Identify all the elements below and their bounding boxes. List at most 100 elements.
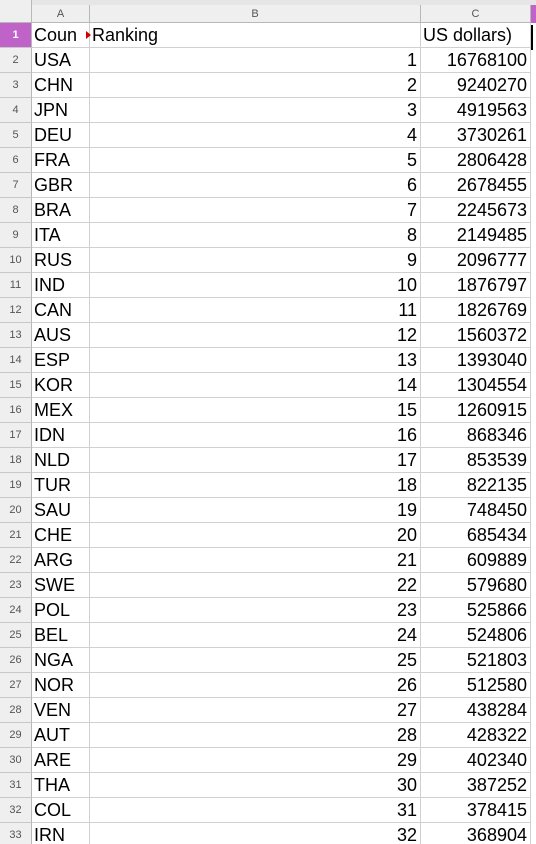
cell-gdp[interactable]: 2149485 [421,223,531,248]
row-header[interactable]: 19 [0,473,32,498]
cell-ranking[interactable]: 9 [90,248,421,273]
cell-ranking[interactable]: 8 [90,223,421,248]
cell-ranking[interactable]: 28 [90,723,421,748]
select-all-corner[interactable] [0,0,32,23]
cell-country[interactable]: CAN [32,298,90,323]
cell-gdp[interactable]: 822135 [421,473,531,498]
cell-ranking[interactable]: 17 [90,448,421,473]
cell-country[interactable]: IDN [32,423,90,448]
cell-country[interactable]: USA [32,48,90,73]
row-header[interactable]: 7 [0,173,32,198]
cell-ranking[interactable]: 2 [90,73,421,98]
cell-gdp[interactable]: 1560372 [421,323,531,348]
cell-gdp[interactable]: 9240270 [421,73,531,98]
cell-gdp[interactable]: 428322 [421,723,531,748]
cell-country[interactable]: BRA [32,198,90,223]
row-header[interactable]: 12 [0,298,32,323]
cell-gdp[interactable]: 2096777 [421,248,531,273]
column-header-d-partial[interactable] [531,5,536,23]
cell-country[interactable]: DEU [32,123,90,148]
cell-ranking[interactable]: 26 [90,673,421,698]
cell-ranking[interactable]: 13 [90,348,421,373]
cell-gdp[interactable]: 868346 [421,423,531,448]
cell-gdp[interactable]: 2806428 [421,148,531,173]
row-header[interactable]: 15 [0,373,32,398]
cell-gdp[interactable]: 853539 [421,448,531,473]
row-header[interactable]: 8 [0,198,32,223]
cell-country[interactable]: ARE [32,748,90,773]
cell-gdp[interactable]: 2245673 [421,198,531,223]
cell-country[interactable]: AUS [32,323,90,348]
cell-ranking[interactable]: 10 [90,273,421,298]
row-header[interactable]: 28 [0,698,32,723]
cell-country[interactable]: NGA [32,648,90,673]
cell-ranking[interactable]: 31 [90,798,421,823]
cell-country[interactable]: KOR [32,373,90,398]
cell-ranking[interactable]: 12 [90,323,421,348]
cell-gdp[interactable]: 512580 [421,673,531,698]
row-header[interactable]: 16 [0,398,32,423]
row-header[interactable]: 22 [0,548,32,573]
row-header[interactable]: 32 [0,798,32,823]
cell-ranking[interactable]: 11 [90,298,421,323]
cell-country[interactable]: IND [32,273,90,298]
row-header[interactable]: 26 [0,648,32,673]
cell-ranking[interactable]: 20 [90,523,421,548]
cell-gdp[interactable]: 685434 [421,523,531,548]
cell-gdp[interactable]: 1876797 [421,273,531,298]
cell-gdp[interactable]: 3730261 [421,123,531,148]
row-header[interactable]: 31 [0,773,32,798]
column-header-c[interactable]: C [421,5,531,23]
column-header-a[interactable]: A [32,5,90,23]
cell-gdp[interactable]: 524806 [421,623,531,648]
cell-country[interactable]: NOR [32,673,90,698]
cell-ranking[interactable]: 18 [90,473,421,498]
cell-country[interactable]: SWE [32,573,90,598]
cell-ranking[interactable]: 1 [90,48,421,73]
cell-country[interactable]: THA [32,773,90,798]
cell-country[interactable]: VEN [32,698,90,723]
row-header[interactable]: 21 [0,523,32,548]
row-header[interactable]: 13 [0,323,32,348]
cell-gdp[interactable]: 1304554 [421,373,531,398]
cell-country[interactable]: GBR [32,173,90,198]
cell-ranking[interactable]: 25 [90,648,421,673]
row-header[interactable]: 4 [0,98,32,123]
row-header[interactable]: 14 [0,348,32,373]
cell-country[interactable]: CHN [32,73,90,98]
row-header[interactable]: 10 [0,248,32,273]
column-header-b[interactable]: B [90,5,421,23]
cell-ranking[interactable]: 16 [90,423,421,448]
row-header[interactable]: 18 [0,448,32,473]
cell-gdp[interactable]: 579680 [421,573,531,598]
cell-gdp[interactable]: 1393040 [421,348,531,373]
cell-country[interactable]: AUT [32,723,90,748]
cell-country[interactable]: IRN [32,823,90,844]
row-header[interactable]: 29 [0,723,32,748]
header-cell-ranking[interactable]: Ranking [90,23,421,48]
row-header[interactable]: 17 [0,423,32,448]
cell-country[interactable]: TUR [32,473,90,498]
cell-gdp[interactable]: 2678455 [421,173,531,198]
row-header[interactable]: 23 [0,573,32,598]
cell-gdp[interactable]: 1826769 [421,298,531,323]
row-header[interactable]: 9 [0,223,32,248]
cell-ranking[interactable]: 27 [90,698,421,723]
cell-ranking[interactable]: 4 [90,123,421,148]
cell-country[interactable]: JPN [32,98,90,123]
cell-country[interactable]: BEL [32,623,90,648]
cell-ranking[interactable]: 3 [90,98,421,123]
header-cell-gdp[interactable]: US dollars) [421,23,531,48]
cell-gdp[interactable]: 16768100 [421,48,531,73]
cell-gdp[interactable]: 525866 [421,598,531,623]
row-header[interactable]: 27 [0,673,32,698]
cell-country[interactable]: NLD [32,448,90,473]
cell-gdp[interactable]: 368904 [421,823,531,844]
cell-gdp[interactable]: 4919563 [421,98,531,123]
cell-ranking[interactable]: 23 [90,598,421,623]
cell-ranking[interactable]: 7 [90,198,421,223]
cell-country[interactable]: SAU [32,498,90,523]
cell-country[interactable]: COL [32,798,90,823]
cell-gdp[interactable]: 378415 [421,798,531,823]
